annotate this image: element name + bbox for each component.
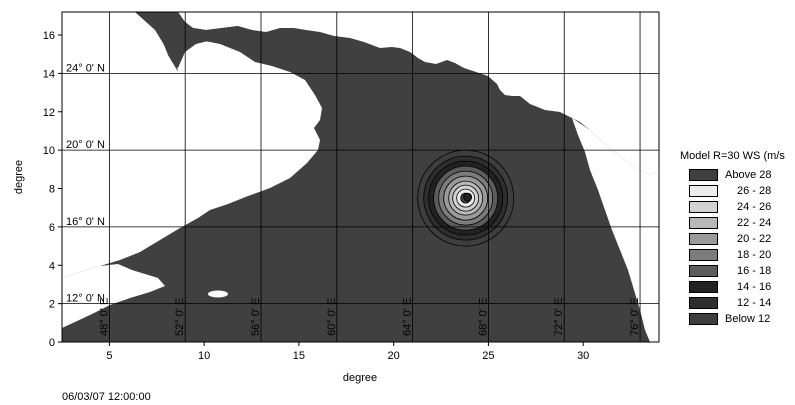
longitude-label: 76° 0' E <box>629 298 641 336</box>
longitude-label: 60° 0' E <box>326 298 338 336</box>
y-tick-label: 4 <box>49 260 55 272</box>
legend-item: 14 - 16 <box>680 279 792 295</box>
cyclone-eye <box>463 192 473 202</box>
land-india <box>572 118 659 342</box>
y-axis: 0 2 4 6 8 10 12 14 16 <box>43 30 62 349</box>
latitude-label: 16° 0' N <box>66 216 105 228</box>
legend-label: 24 - 26 <box>737 201 772 213</box>
legend-item: Below 12 <box>680 311 792 327</box>
persian-gulf <box>135 12 250 68</box>
y-tick-label: 16 <box>43 30 55 42</box>
land-north-coast <box>178 12 659 175</box>
latitude-label: 12° 0' N <box>66 293 105 305</box>
land-africa <box>62 264 165 328</box>
legend-title: Model R=30 WS (m/s <box>680 150 785 162</box>
legend-item: 20 - 22 <box>680 231 792 247</box>
legend-swatch <box>689 265 718 277</box>
longitude-label: 52° 0' E <box>174 298 186 336</box>
lat-lon-grid <box>62 12 659 342</box>
y-tick-label: 14 <box>43 68 55 80</box>
legend-swatch <box>689 201 718 213</box>
legend-label: 26 - 28 <box>737 185 772 197</box>
legend-label: 20 - 22 <box>737 233 772 245</box>
legend-label: 14 - 16 <box>737 281 772 293</box>
map-area <box>62 12 659 342</box>
grid-labels: 24° 0' N 20° 0' N 16° 0' N 12° 0' N48° 0' E… <box>66 62 641 336</box>
legend-swatch <box>689 169 718 181</box>
legend-item: Above 28 <box>680 167 792 183</box>
legend-swatch <box>689 249 718 261</box>
x-tick-label: 25 <box>482 350 494 362</box>
longitude-label: 56° 0' E <box>250 298 262 336</box>
legend-label: Below 12 <box>725 313 771 325</box>
land-arabia-iran <box>62 12 322 278</box>
latitude-label: 24° 0' N <box>66 62 105 74</box>
latitude-label: 20° 0' N <box>66 139 105 151</box>
y-tick-label: 10 <box>43 145 55 157</box>
x-tick-label: 5 <box>106 350 112 362</box>
plot-frame <box>61 11 660 343</box>
socotra-island <box>208 290 228 298</box>
x-axis: 5 10 15 20 25 30 <box>106 342 589 362</box>
legend-item: 22 - 24 <box>680 215 792 231</box>
legend: Model R=30 WS (m/s Above 28 26 - 28 24 - 2… <box>680 150 792 327</box>
legend-label: 16 - 18 <box>737 265 772 277</box>
legend-swatch <box>689 281 718 293</box>
legend-label: Above 28 <box>725 169 772 181</box>
legend-item: 12 - 14 <box>680 295 792 311</box>
legend-items: Above 28 26 - 28 24 - 26 22 - 24 20 - 22 18 -… <box>680 167 792 327</box>
longitude-label: 64° 0' E <box>402 298 414 336</box>
legend-item: 16 - 18 <box>680 263 792 279</box>
x-axis-title: degree <box>343 372 377 384</box>
y-axis-title: degree <box>13 160 25 194</box>
y-tick-label: 0 <box>49 337 55 349</box>
x-tick-label: 20 <box>388 350 400 362</box>
y-tick-label: 6 <box>49 222 55 234</box>
longitude-label: 48° 0' E <box>98 298 110 336</box>
x-tick-label: 15 <box>293 350 305 362</box>
legend-item: 24 - 26 <box>680 199 792 215</box>
x-tick-label: 30 <box>577 350 589 362</box>
y-tick-label: 12 <box>43 107 55 119</box>
legend-item: 26 - 28 <box>680 183 792 199</box>
legend-swatch <box>689 185 718 197</box>
cyclone-wind-field <box>417 149 515 247</box>
x-tick-label: 10 <box>198 350 210 362</box>
legend-swatch <box>689 217 718 229</box>
legend-swatch <box>689 297 718 309</box>
longitude-label: 72° 0' E <box>553 298 565 336</box>
legend-label: 12 - 14 <box>737 297 772 309</box>
timestamp: 06/03/07 12:00:00 <box>62 391 151 403</box>
legend-label: 22 - 24 <box>737 217 772 229</box>
y-tick-label: 2 <box>49 299 55 311</box>
longitude-label: 68° 0' E <box>477 298 489 336</box>
y-tick-label: 8 <box>49 184 55 196</box>
legend-swatch <box>689 233 718 245</box>
legend-swatch <box>689 313 718 325</box>
legend-item: 18 - 20 <box>680 247 792 263</box>
legend-label: 18 - 20 <box>737 249 772 261</box>
